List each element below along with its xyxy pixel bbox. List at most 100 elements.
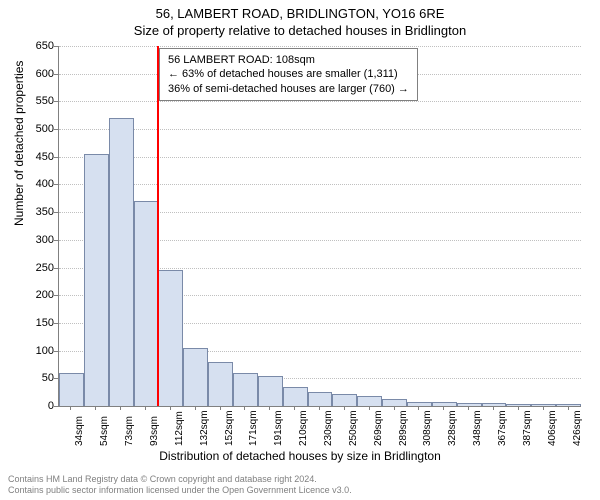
- histogram-bar: [258, 376, 283, 406]
- ytick-mark: [54, 268, 58, 269]
- ytick-label: 400: [24, 178, 54, 190]
- xtick-label: 54sqm: [99, 416, 110, 446]
- histogram-bar: [357, 396, 382, 406]
- histogram-bar: [308, 392, 333, 406]
- xtick-mark: [518, 406, 519, 410]
- ytick-label: 600: [24, 68, 54, 80]
- title-line1: 56, LAMBERT ROAD, BRIDLINGTON, YO16 6RE: [0, 0, 600, 21]
- xtick-label: 230sqm: [323, 410, 334, 446]
- xtick-mark: [369, 406, 370, 410]
- xtick-mark: [568, 406, 569, 410]
- ytick-mark: [54, 129, 58, 130]
- histogram-bar: [109, 118, 134, 406]
- xtick-mark: [344, 406, 345, 410]
- xtick-label: 191sqm: [273, 410, 284, 446]
- xtick-mark: [195, 406, 196, 410]
- footer-attribution: Contains HM Land Registry data © Crown c…: [8, 474, 352, 496]
- histogram-bar: [183, 348, 208, 406]
- xtick-label: 93sqm: [149, 416, 160, 446]
- x-axis-label: Distribution of detached houses by size …: [0, 449, 600, 463]
- ytick-mark: [54, 212, 58, 213]
- xtick-label: 269sqm: [373, 410, 384, 446]
- annotation-line: 56 LAMBERT ROAD: 108sqm: [168, 53, 409, 67]
- xtick-mark: [294, 406, 295, 410]
- ytick-label: 150: [24, 317, 54, 329]
- xtick-label: 387sqm: [522, 410, 533, 446]
- xtick-mark: [220, 406, 221, 410]
- xtick-mark: [145, 406, 146, 410]
- ytick-label: 100: [24, 345, 54, 357]
- xtick-label: 171sqm: [248, 410, 259, 446]
- xtick-mark: [170, 406, 171, 410]
- xtick-label: 112sqm: [174, 411, 185, 446]
- xtick-mark: [418, 406, 419, 410]
- ytick-mark: [54, 184, 58, 185]
- ytick-label: 500: [24, 123, 54, 135]
- histogram-bar: [382, 399, 407, 406]
- ytick-label: 250: [24, 262, 54, 274]
- annotation-line: ← 63% of detached houses are smaller (1,…: [168, 67, 409, 81]
- histogram-bar: [134, 201, 159, 406]
- ytick-label: 550: [24, 95, 54, 107]
- xtick-label: 328sqm: [447, 410, 458, 446]
- histogram-bar: [332, 394, 357, 406]
- ytick-mark: [54, 406, 58, 407]
- xtick-mark: [394, 406, 395, 410]
- ytick-mark: [54, 157, 58, 158]
- xtick-mark: [95, 406, 96, 410]
- ytick-label: 50: [24, 372, 54, 384]
- xtick-mark: [443, 406, 444, 410]
- xtick-mark: [70, 406, 71, 410]
- xtick-mark: [319, 406, 320, 410]
- ytick-label: 300: [24, 234, 54, 246]
- annotation-box: 56 LAMBERT ROAD: 108sqm← 63% of detached…: [159, 48, 418, 101]
- ytick-mark: [54, 101, 58, 102]
- ytick-mark: [54, 74, 58, 75]
- footer-line2: Contains public sector information licen…: [8, 485, 352, 496]
- xtick-mark: [269, 406, 270, 410]
- histogram-bar: [84, 154, 109, 406]
- title-line2: Size of property relative to detached ho…: [0, 21, 600, 38]
- histogram-bar: [506, 404, 531, 406]
- xtick-label: 73sqm: [124, 416, 135, 446]
- xtick-label: 406sqm: [547, 410, 558, 446]
- histogram-bar: [556, 404, 581, 406]
- xtick-mark: [468, 406, 469, 410]
- ytick-label: 0: [24, 400, 54, 412]
- gridline: [59, 129, 581, 130]
- histogram-bar: [407, 402, 432, 406]
- annotation-line: 36% of semi-detached houses are larger (…: [168, 82, 409, 96]
- gridline: [59, 46, 581, 47]
- gridline: [59, 184, 581, 185]
- ytick-mark: [54, 295, 58, 296]
- histogram-bar: [208, 362, 233, 406]
- xtick-label: 308sqm: [422, 410, 433, 446]
- xtick-mark: [120, 406, 121, 410]
- ytick-mark: [54, 46, 58, 47]
- ytick-mark: [54, 378, 58, 379]
- ytick-label: 450: [24, 151, 54, 163]
- xtick-label: 132sqm: [199, 410, 210, 446]
- xtick-label: 367sqm: [497, 410, 508, 446]
- gridline: [59, 101, 581, 102]
- xtick-label: 34sqm: [74, 416, 85, 446]
- histogram-bar: [158, 270, 183, 406]
- xtick-label: 426sqm: [572, 410, 583, 446]
- xtick-label: 289sqm: [398, 410, 409, 446]
- y-axis-label: Number of detached properties: [12, 61, 26, 226]
- ytick-mark: [54, 323, 58, 324]
- ytick-mark: [54, 351, 58, 352]
- ytick-mark: [54, 240, 58, 241]
- histogram-bar: [59, 373, 84, 406]
- xtick-label: 152sqm: [224, 410, 235, 446]
- ytick-label: 200: [24, 289, 54, 301]
- xtick-label: 210sqm: [298, 410, 309, 446]
- xtick-label: 348sqm: [472, 410, 483, 446]
- ytick-label: 350: [24, 206, 54, 218]
- xtick-mark: [493, 406, 494, 410]
- ytick-label: 650: [24, 40, 54, 52]
- xtick-label: 250sqm: [348, 410, 359, 446]
- gridline: [59, 157, 581, 158]
- xtick-mark: [244, 406, 245, 410]
- histogram-chart: 56 LAMBERT ROAD: 108sqm← 63% of detached…: [58, 46, 581, 407]
